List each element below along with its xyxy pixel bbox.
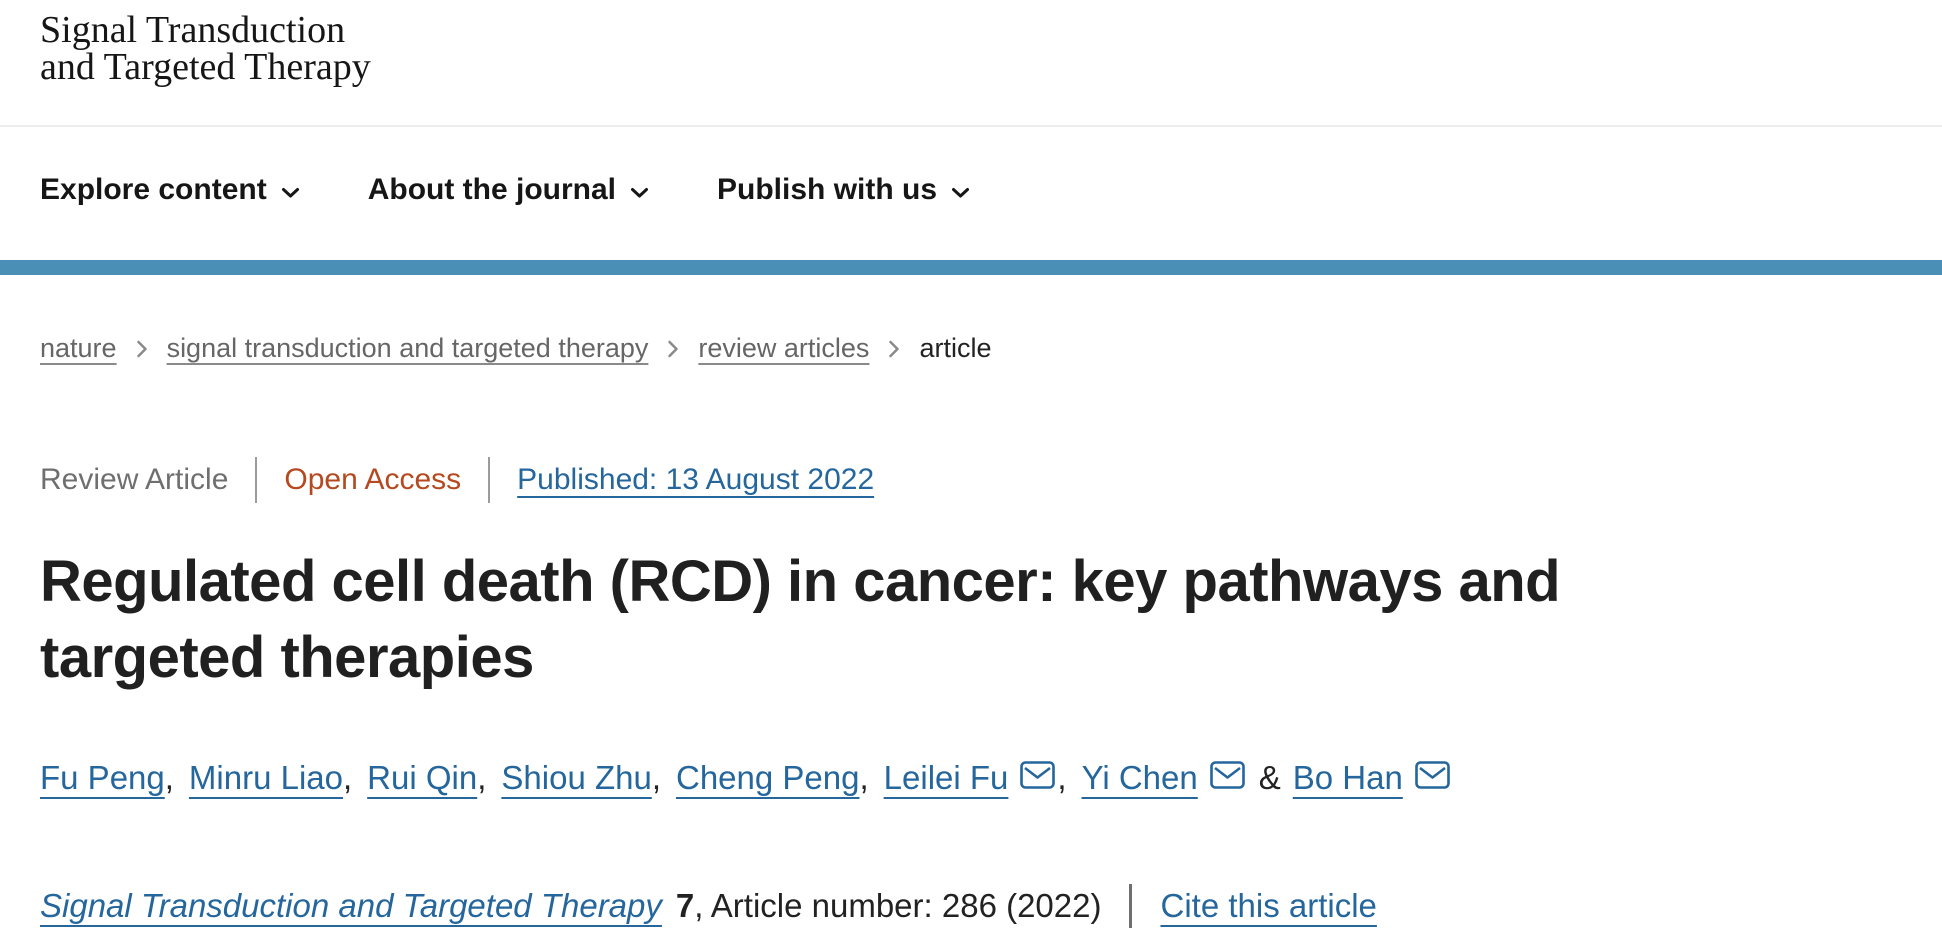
author-link[interactable]: Minru Liao xyxy=(188,759,343,796)
journal-volume: 7 xyxy=(675,887,695,924)
breadcrumb: nature signal transduction and targeted … xyxy=(40,333,1902,364)
breadcrumb-current-article: article xyxy=(919,333,992,363)
email-icon[interactable] xyxy=(1209,761,1245,789)
author-link[interactable]: Fu Peng xyxy=(40,759,165,796)
email-icon[interactable] xyxy=(1020,761,1056,789)
breadcrumb-link-nature[interactable]: nature xyxy=(40,333,117,363)
breadcrumb-chevron-icon xyxy=(667,339,679,359)
citation-row: Signal Transduction and Targeted Therapy… xyxy=(40,884,1902,928)
nav-about-the-journal-label: About the journal xyxy=(367,173,617,206)
journal-logo[interactable]: Signal Transduction and Targeted Therapy xyxy=(40,9,371,88)
meta-separator xyxy=(488,457,491,503)
nav-publish-with-us-label: Publish with us xyxy=(717,173,938,206)
author-ampersand: & xyxy=(1258,759,1281,796)
page-title: Regulated cell death (RCD) in cancer: ke… xyxy=(40,544,1902,696)
breadcrumb-chevron-icon xyxy=(888,339,900,359)
masthead-divider xyxy=(0,125,1942,127)
journal-logo-line2: and Targeted Therapy xyxy=(40,46,371,88)
meta-separator xyxy=(255,457,258,503)
author-link[interactable]: Rui Qin xyxy=(367,759,478,796)
author-separator: , xyxy=(477,759,487,796)
nav-explore-content[interactable]: Explore content xyxy=(40,173,300,207)
chevron-down-icon xyxy=(951,173,970,207)
author-link[interactable]: Leilei Fu xyxy=(883,759,1009,796)
nav-publish-with-us[interactable]: Publish with us xyxy=(717,173,970,207)
open-access-badge: Open Access xyxy=(284,463,462,496)
email-icon[interactable] xyxy=(1415,761,1450,789)
author-separator: , xyxy=(651,759,661,796)
author-separator: , xyxy=(1057,759,1067,796)
author-link[interactable]: Shiou Zhu xyxy=(501,759,652,796)
author-link[interactable]: Bo Han xyxy=(1292,759,1403,796)
author-separator: , xyxy=(343,759,353,796)
breadcrumb-link-journal[interactable]: signal transduction and targeted therapy xyxy=(166,333,649,363)
article-number-text: , Article number: 286 (2022) xyxy=(694,887,1102,924)
chevron-down-icon xyxy=(630,173,649,207)
accent-bar xyxy=(0,260,1942,275)
article-type-label: Review Article xyxy=(40,463,229,496)
page-title-line1: Regulated cell death (RCD) in cancer: ke… xyxy=(40,549,1561,614)
nav-explore-content-label: Explore content xyxy=(40,173,267,206)
cite-this-article-link[interactable]: Cite this article xyxy=(1160,887,1377,924)
citation-separator xyxy=(1129,884,1133,928)
published-date-link[interactable]: Published: 13 August 2022 xyxy=(517,463,875,496)
main-nav: Explore content About the journal Publis… xyxy=(0,127,1942,260)
breadcrumb-chevron-icon xyxy=(136,339,148,359)
author-list: Fu Peng, Minru Liao, Rui Qin, Shiou Zhu,… xyxy=(40,756,1902,800)
page-title-line2: targeted therapies xyxy=(40,625,534,690)
article-meta-row: Review Article Open Access Published: 13… xyxy=(40,456,1902,504)
masthead: Signal Transduction and Targeted Therapy xyxy=(0,0,1942,125)
breadcrumb-link-review-articles[interactable]: review articles xyxy=(698,333,870,363)
author-link[interactable]: Yi Chen xyxy=(1081,759,1198,796)
author-link[interactable]: Cheng Peng xyxy=(676,759,860,796)
chevron-down-icon xyxy=(281,173,300,207)
author-separator: , xyxy=(164,759,174,796)
nav-about-the-journal[interactable]: About the journal xyxy=(368,173,649,207)
journal-logo-line1: Signal Transduction xyxy=(40,9,346,51)
author-separator: , xyxy=(859,759,869,796)
article-header-content: nature signal transduction and targeted … xyxy=(0,275,1942,928)
journal-title-link[interactable]: Signal Transduction and Targeted Therapy xyxy=(40,887,662,924)
